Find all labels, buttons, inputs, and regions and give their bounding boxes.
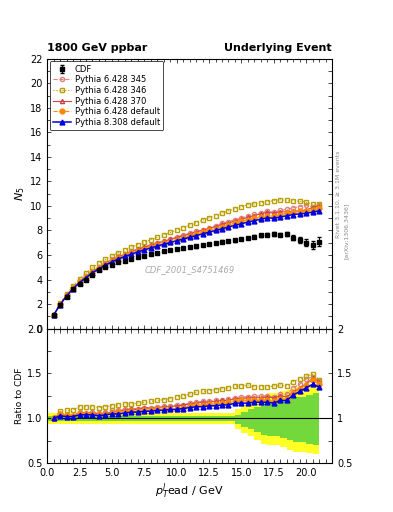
- Legend: CDF, Pythia 6.428 345, Pythia 6.428 346, Pythia 6.428 370, Pythia 6.428 default,: CDF, Pythia 6.428 345, Pythia 6.428 346,…: [50, 61, 163, 131]
- Y-axis label: $N_5$: $N_5$: [13, 186, 27, 201]
- Text: CDF_2001_S4751469: CDF_2001_S4751469: [145, 265, 235, 274]
- Text: [arXiv:1306.3436]: [arXiv:1306.3436]: [344, 202, 349, 259]
- Text: Underlying Event: Underlying Event: [224, 44, 332, 53]
- Text: Rivet 3.1.10, ≥ 3.1M events: Rivet 3.1.10, ≥ 3.1M events: [336, 151, 341, 238]
- Y-axis label: Ratio to CDF: Ratio to CDF: [15, 368, 24, 424]
- Text: 1800 GeV ppbar: 1800 GeV ppbar: [47, 44, 147, 53]
- X-axis label: $p_T^l$ead / GeV: $p_T^l$ead / GeV: [155, 481, 224, 501]
